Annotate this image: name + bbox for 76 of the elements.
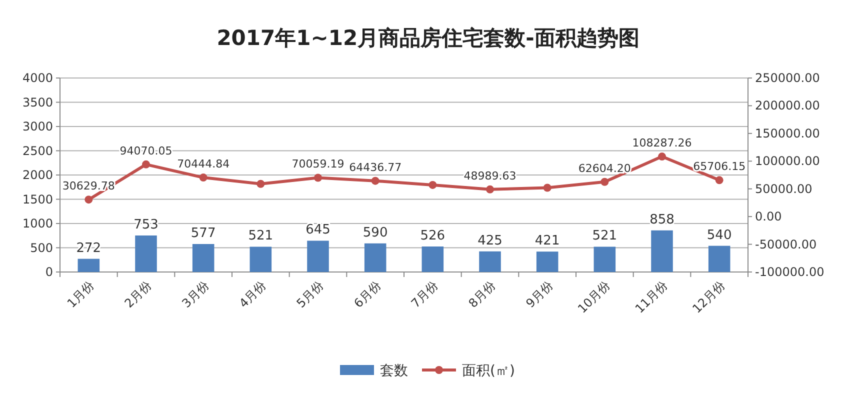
- legend-label: 面积(㎡): [462, 363, 515, 379]
- point: [600, 178, 609, 186]
- data-label: 70444.84: [177, 158, 230, 171]
- y-tick-label: 3000: [22, 120, 53, 134]
- y2-tick-label: 100000.00: [755, 154, 820, 168]
- y-tick-label: 3500: [22, 95, 53, 110]
- y-tick-label: 1000: [22, 216, 53, 230]
- x-tick-label: 10月份: [575, 278, 613, 316]
- point: [543, 184, 552, 192]
- data-label: 858: [650, 212, 674, 228]
- x-tick-label: 12月份: [690, 278, 728, 316]
- x-tick-label: 9月份: [523, 278, 556, 310]
- data-label: 94070.05: [120, 144, 172, 158]
- data-label: 272: [76, 240, 102, 256]
- x-tick-label: 3月份: [179, 278, 212, 310]
- x-tick-label: 4月份: [236, 278, 269, 310]
- y2-tick-label: 200000.00: [755, 98, 820, 113]
- data-label: 62604.20: [578, 162, 631, 175]
- legend-label: 套数: [380, 363, 408, 379]
- point: [715, 176, 724, 184]
- data-label: 48989.63: [464, 169, 516, 182]
- data-label: 521: [592, 228, 618, 244]
- data-label: 540: [706, 228, 732, 243]
- x-tick-label: 8月份: [466, 278, 498, 310]
- x-tick-label: 7月份: [408, 278, 441, 310]
- data-label: 645: [306, 222, 330, 238]
- chart-title: 2017年1~12月商品房住宅套数-面积趋势图: [216, 26, 640, 50]
- y-tick-label: 2500: [22, 144, 53, 158]
- y2-tick-label: -50000.00: [755, 237, 817, 252]
- point: [314, 174, 322, 182]
- data-label: 108287.26: [632, 136, 692, 150]
- data-label: 526: [420, 228, 446, 244]
- y2-tick-label: 0.00: [755, 210, 782, 224]
- point: [658, 152, 666, 161]
- y2-tick-label: -100000.00: [755, 265, 824, 279]
- data-label: 64436.77: [349, 160, 402, 174]
- x-tick-label: 5月份: [294, 278, 326, 310]
- point: [486, 185, 494, 194]
- point: [84, 196, 93, 204]
- y2-tick-label: 250000.00: [755, 71, 820, 85]
- y2-tick-label: 50000.00: [755, 182, 812, 196]
- bar: [479, 251, 501, 272]
- point: [199, 174, 208, 182]
- bar: [250, 246, 272, 272]
- bar: [422, 246, 444, 272]
- x-tick-label: 11月份: [632, 278, 670, 316]
- data-label: 70059.19: [292, 158, 344, 171]
- x-tick-label: 6月份: [351, 278, 384, 310]
- data-label: 421: [534, 234, 560, 249]
- y2-tick-label: 150000.00: [755, 126, 820, 140]
- x-tick-label: 1月份: [64, 278, 97, 310]
- point: [371, 176, 380, 185]
- bar: [651, 230, 673, 272]
- data-label: 65706.15: [693, 160, 746, 174]
- bar: [192, 244, 214, 272]
- data-label: 521: [248, 228, 274, 244]
- data-label: 577: [190, 226, 216, 242]
- data-label: 753: [134, 217, 158, 232]
- y-tick-label: 1500: [22, 192, 53, 206]
- bar: [536, 252, 558, 272]
- bar: [307, 240, 329, 272]
- y-tick-label: 500: [30, 240, 53, 255]
- data-label: 590: [362, 225, 388, 240]
- point: [428, 180, 437, 189]
- data-label: 425: [478, 233, 502, 248]
- bar: [78, 258, 100, 272]
- bar: [135, 235, 157, 272]
- bar: [364, 243, 386, 272]
- y-tick-label: 0: [45, 265, 53, 279]
- bar: [594, 246, 616, 272]
- y-tick-label: 4000: [22, 71, 53, 85]
- bar: [708, 246, 730, 272]
- y-tick-label: 2000: [22, 168, 53, 182]
- point: [142, 160, 150, 168]
- x-tick-label: 2月份: [122, 278, 154, 310]
- point: [256, 180, 265, 188]
